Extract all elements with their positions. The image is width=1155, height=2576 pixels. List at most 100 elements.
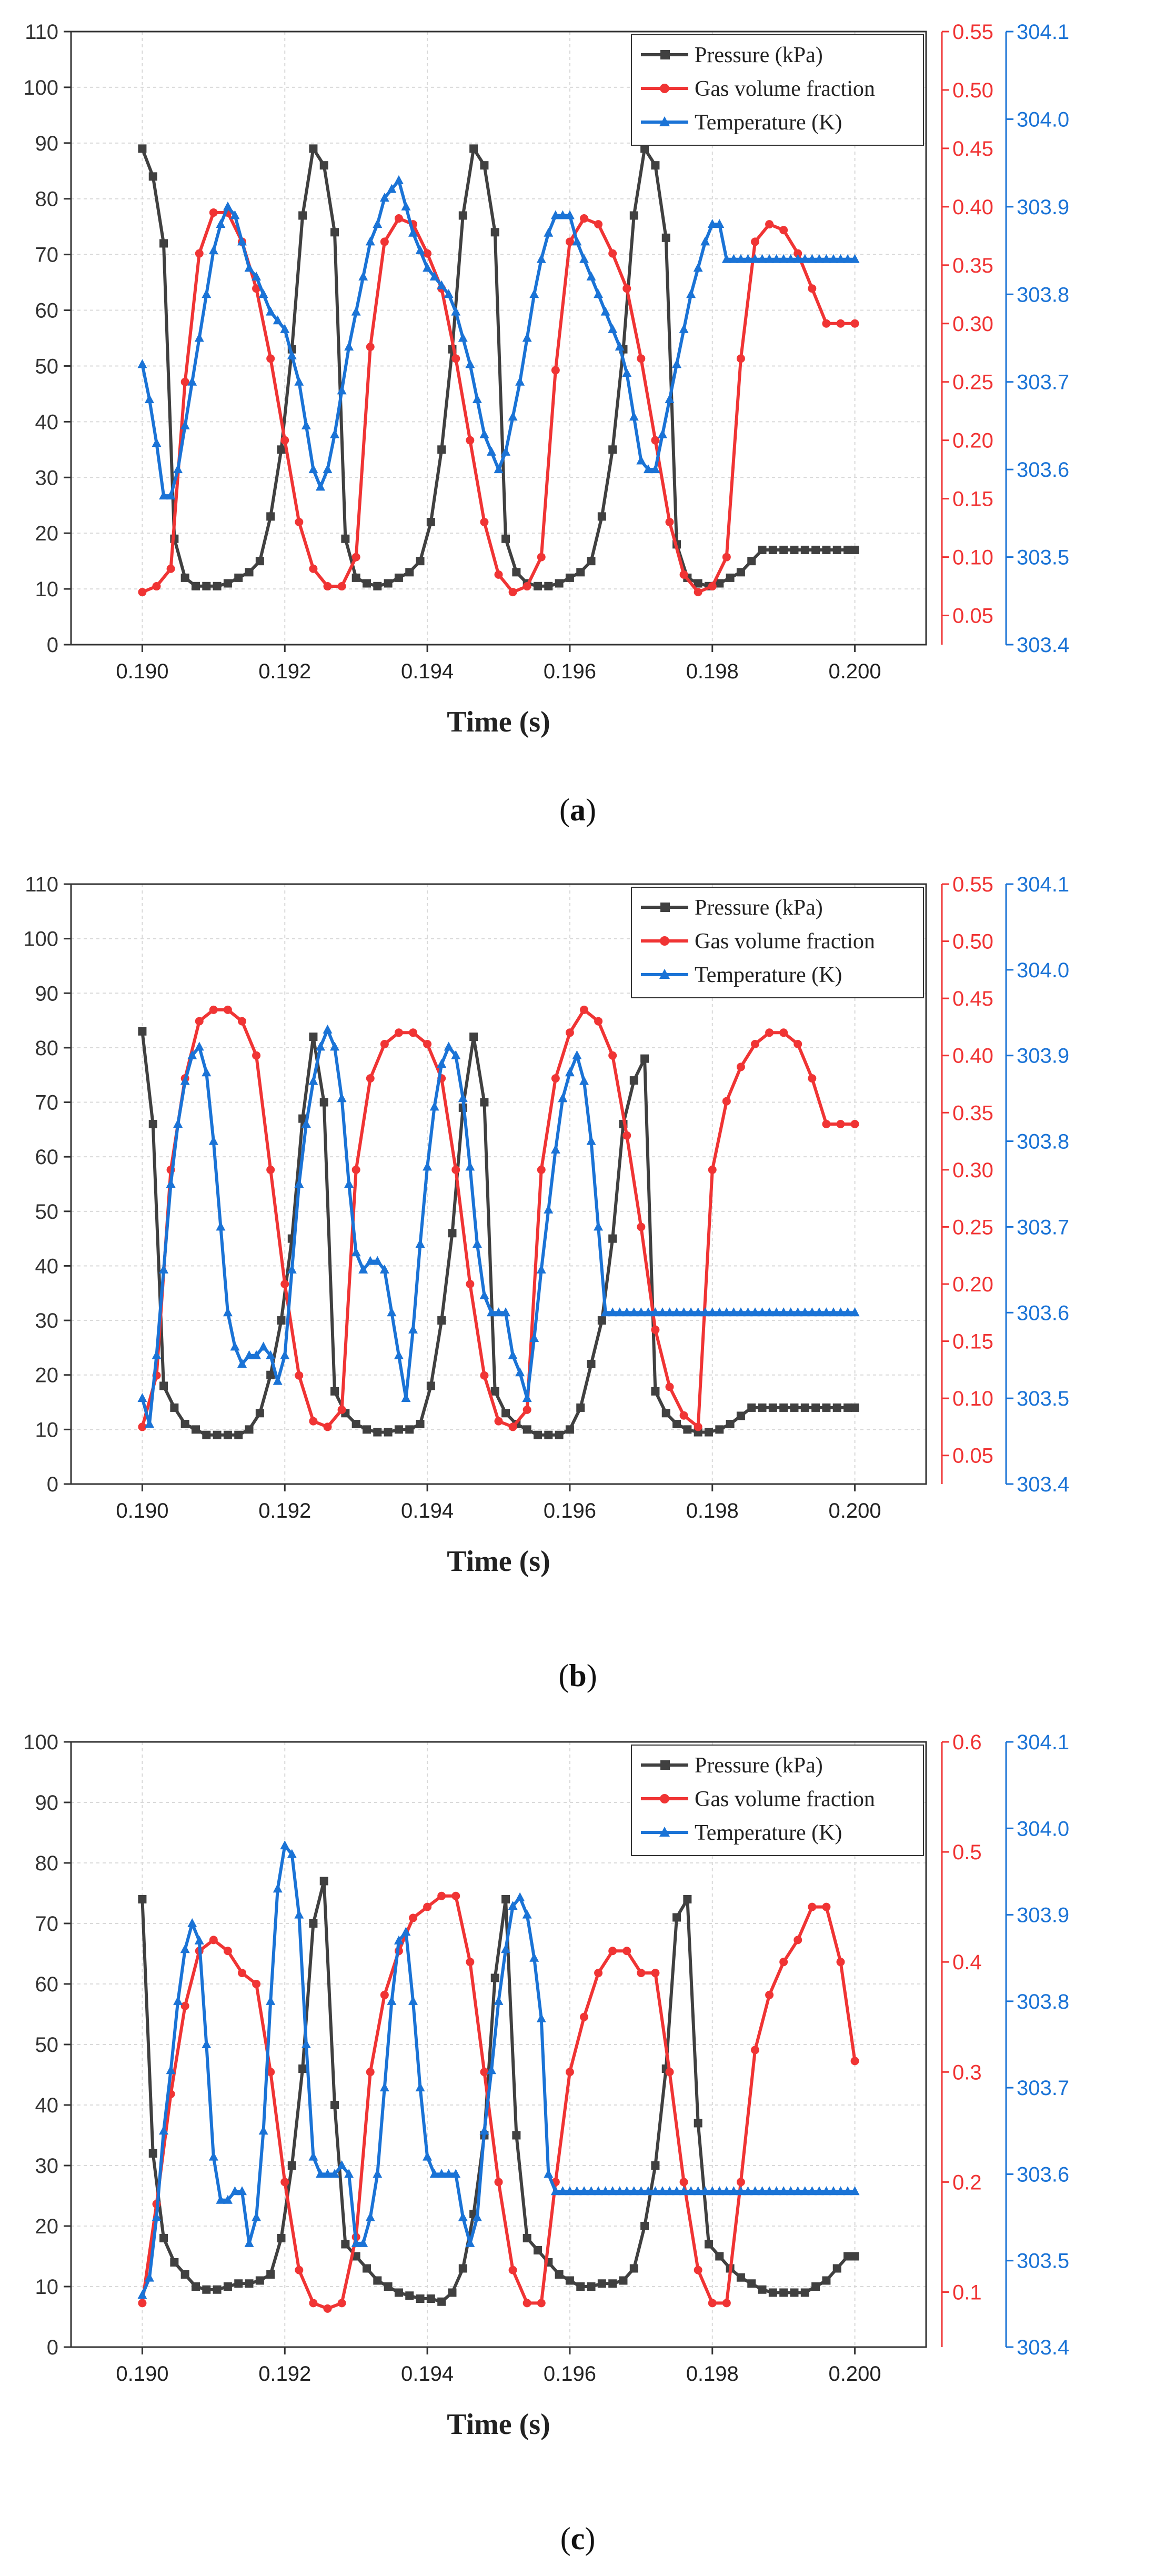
data-point [529,1333,539,1342]
series-pressure [138,1027,859,1439]
data-point [586,2186,596,2196]
data-point [650,1307,660,1317]
data-point [409,1913,417,1922]
data-point [850,319,859,328]
y-right1-tick-label: 0.15 [952,1330,993,1354]
data-point [757,1307,767,1317]
data-point [597,1316,606,1325]
data-point [572,1050,582,1059]
data-point [295,2266,304,2274]
legend-label: Temperature (K) [695,963,842,987]
data-point [523,1425,531,1434]
data-point [309,1033,318,1041]
data-point [255,1409,264,1418]
y-right2-tick-label: 303.9 [1017,196,1069,219]
data-point [315,1041,325,1051]
data-point [223,579,232,588]
data-point [365,1256,375,1265]
series-pressure [138,144,859,590]
data-point [651,1325,660,1334]
data-point [643,2186,653,2196]
y-left-tick-label: 20 [35,522,59,545]
data-point [765,2186,775,2196]
data-point [330,1387,339,1396]
data-point [800,2288,809,2297]
data-point [779,2288,788,2297]
y-right1-tick-label: 0.55 [952,873,993,896]
data-point [180,573,189,582]
data-point [295,518,304,526]
data-point [536,2013,546,2022]
data-point [223,1947,232,1956]
y-right2-tick-label: 303.4 [1017,1473,1069,1496]
data-point [850,1307,860,1317]
data-point [458,333,468,342]
data-point [209,208,218,217]
data-point [551,366,560,375]
data-point [608,1307,618,1317]
y-right2-tick-label: 303.8 [1017,1990,1069,2013]
data-point [550,210,560,219]
data-point [180,2270,189,2279]
y-right1-tick-label: 0.10 [952,1387,993,1410]
data-point [622,1131,631,1140]
data-point [522,1909,532,1919]
data-point [757,254,767,263]
data-point [537,1165,546,1174]
data-point [195,1017,204,1026]
data-point [448,2288,457,2297]
data-point [173,1996,183,2005]
data-point [480,2068,489,2077]
data-point [736,354,745,363]
y-left-tick-label: 70 [35,1912,59,1936]
data-point [565,2068,574,2077]
data-point [173,464,183,474]
data-point [494,2178,503,2187]
data-point [608,1234,617,1243]
data-point [494,1417,503,1426]
y-left-tick-label: 60 [35,1973,59,1996]
y-left-tick-label: 40 [35,410,59,434]
data-point [423,1902,432,1911]
data-point [576,1403,585,1412]
data-point [807,254,817,263]
y-right1-tick-label: 0.20 [952,429,993,453]
data-point [629,1307,639,1317]
data-point [650,464,660,474]
data-point [843,1403,852,1412]
data-point [330,228,339,237]
x-tick-label: 0.200 [829,660,881,683]
data-point [729,2186,739,2196]
data-point [579,2186,589,2196]
data-point [213,1430,222,1439]
data-point [565,1067,575,1077]
data-point [429,1101,439,1111]
data-point [208,1136,218,1145]
series-line [140,147,855,588]
y-right2-tick-label: 303.4 [1017,634,1069,657]
data-point [148,1120,157,1128]
data-point [280,2178,289,2187]
data-point [144,2272,154,2282]
data-point [779,545,788,554]
data-point [743,2186,753,2196]
data-point [437,1316,446,1325]
data-point [808,1902,817,1911]
data-point [529,1952,539,1962]
data-point [258,2126,268,2135]
data-point [401,1927,411,1936]
data-point [679,2178,688,2187]
data-point [315,482,325,491]
data-point [629,2264,638,2273]
data-point [622,284,631,293]
data-point [808,284,817,293]
legend-marker [660,936,669,946]
data-point [429,2169,439,2178]
data-point [408,1324,418,1334]
data-point [137,2290,147,2299]
data-point [608,2279,617,2288]
data-point [587,2282,596,2291]
data-point [707,219,717,228]
data-point [429,272,439,280]
data-point [594,220,603,229]
